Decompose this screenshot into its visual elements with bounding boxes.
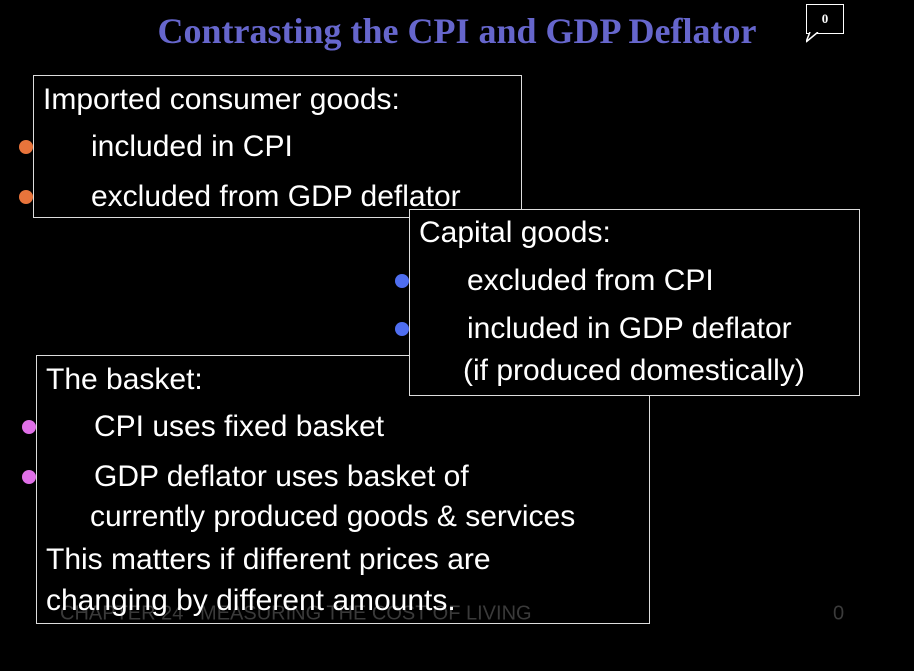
footer-page: 0 [833,602,845,625]
bullet [395,322,409,336]
bullet [395,274,409,288]
note-text: This matters if different prices are [46,543,491,576]
bullet [22,420,36,434]
box-heading: Capital goods: [419,216,611,249]
slide-title: Contrasting the CPI and GDP Deflator [157,11,757,51]
bullet-text: included in CPI [91,130,293,163]
bullet [19,140,33,154]
box-heading: Imported consumer goods: [43,83,400,116]
footer-chapter: CHAPTER 24 MEASURING THE COST OF LIVING [60,602,532,625]
text-box [36,355,650,624]
text-box [409,209,860,396]
bullet-text: excluded from CPI [467,264,714,297]
bullet-text: excluded from GDP deflator [91,180,461,213]
bullet-text: included in GDP deflator [467,312,792,345]
bullet-continuation: currently produced goods & services [90,500,576,533]
note-text: changing by different amounts. [46,584,456,617]
bullet [19,190,33,204]
comment-icon[interactable]: 0 [806,4,844,34]
bullet-continuation: (if produced domestically) [463,354,805,387]
bubble-tail [806,32,819,43]
bullet [22,470,36,484]
bullet-text: GDP deflator uses basket of [94,460,469,493]
box-heading: The basket: [46,363,203,396]
bullet-text: CPI uses fixed basket [94,410,385,443]
text-box [33,75,522,218]
